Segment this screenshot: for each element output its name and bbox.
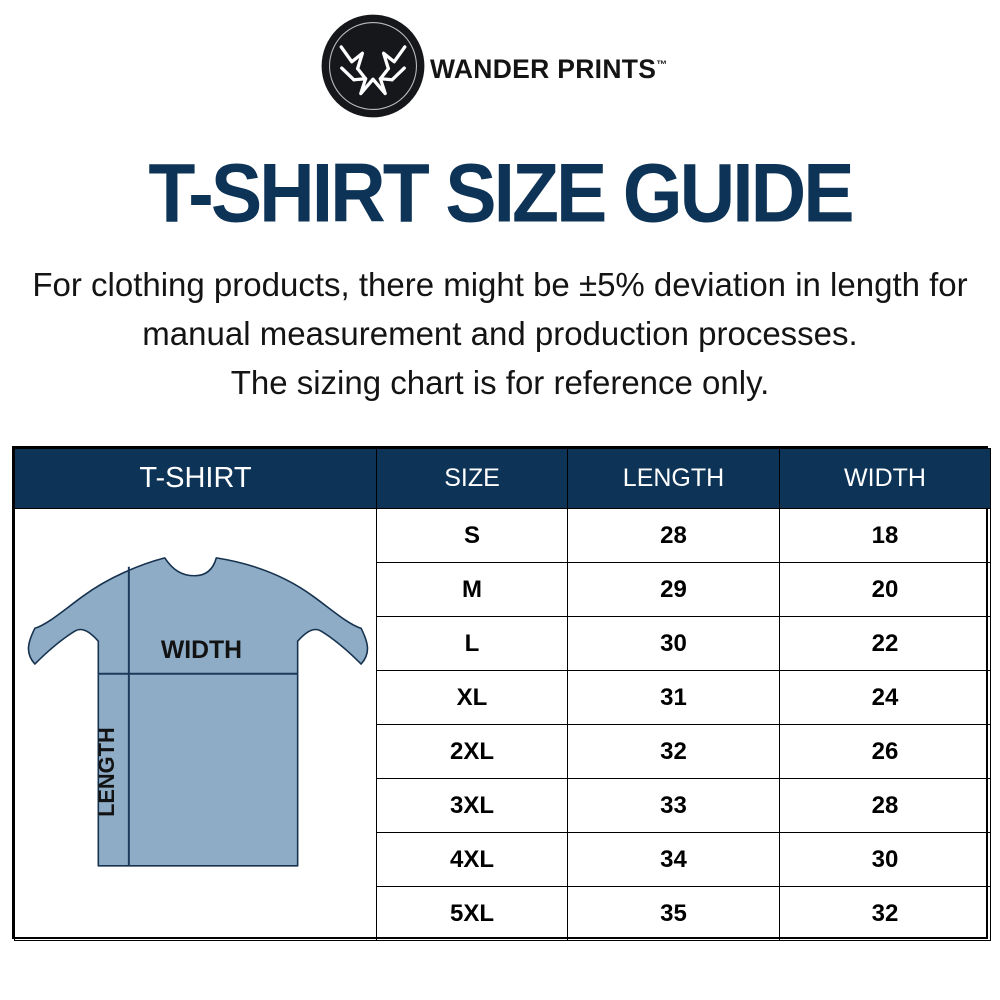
svg-text:LENGTH: LENGTH [94, 727, 119, 817]
svg-text:WIDTH: WIDTH [161, 637, 242, 664]
